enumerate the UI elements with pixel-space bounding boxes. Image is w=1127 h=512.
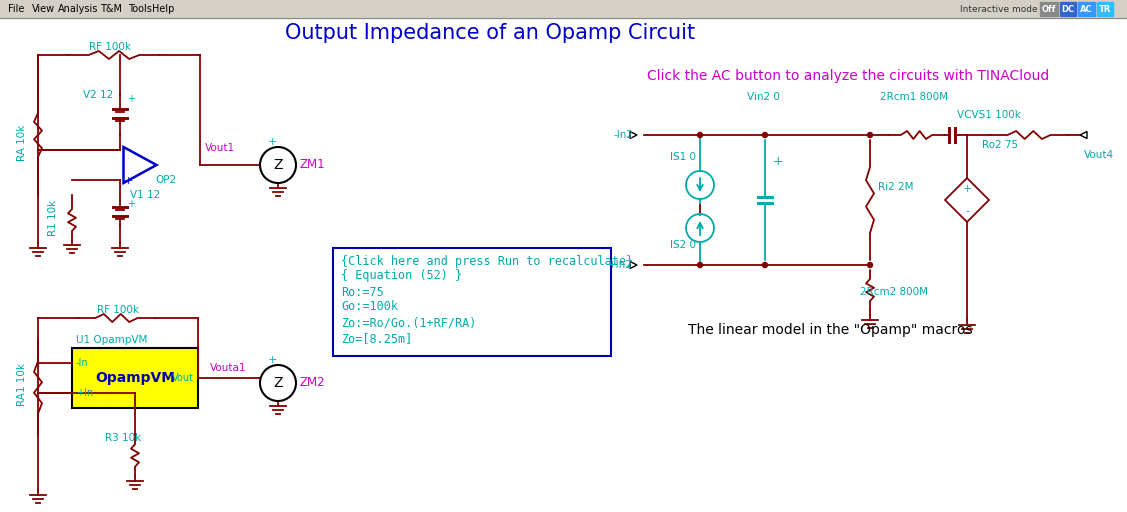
Text: Vout4: Vout4 bbox=[1084, 150, 1115, 160]
Text: +: + bbox=[123, 176, 133, 186]
Text: TR: TR bbox=[1099, 5, 1111, 13]
Text: +: + bbox=[773, 155, 783, 168]
Text: OP2: OP2 bbox=[156, 175, 176, 185]
Text: R1 10k: R1 10k bbox=[48, 200, 57, 236]
Bar bbox=[1040, 2, 1058, 16]
Polygon shape bbox=[630, 262, 637, 268]
Text: Vout1: Vout1 bbox=[205, 143, 236, 153]
Text: +: + bbox=[127, 94, 135, 104]
FancyBboxPatch shape bbox=[332, 248, 611, 356]
Text: Zo=[8.25m]: Zo=[8.25m] bbox=[341, 332, 412, 346]
Text: AC: AC bbox=[1080, 5, 1093, 13]
Polygon shape bbox=[630, 132, 637, 139]
Circle shape bbox=[260, 147, 296, 183]
Text: View: View bbox=[32, 4, 55, 14]
Text: RA 10k: RA 10k bbox=[17, 125, 27, 161]
Text: IS2 0: IS2 0 bbox=[669, 240, 696, 250]
Text: R3 10k: R3 10k bbox=[105, 433, 141, 443]
Text: V1 12: V1 12 bbox=[130, 190, 160, 200]
Text: Click the AC button to analyze the circuits with TINACloud: Click the AC button to analyze the circu… bbox=[647, 69, 1049, 83]
Circle shape bbox=[763, 133, 767, 138]
Bar bbox=[1061, 2, 1076, 16]
Text: Vin2 0: Vin2 0 bbox=[746, 92, 780, 102]
Text: Analysis: Analysis bbox=[57, 4, 98, 14]
Text: V2 12: V2 12 bbox=[83, 90, 113, 100]
Bar bbox=[1097, 2, 1113, 16]
Text: { Equation (52) }: { Equation (52) } bbox=[341, 269, 462, 283]
Text: T&M: T&M bbox=[100, 4, 122, 14]
Bar bbox=[1079, 2, 1095, 16]
Text: Ro2 75: Ro2 75 bbox=[982, 140, 1018, 150]
Text: The linear model in the "Opamp" macros: The linear model in the "Opamp" macros bbox=[687, 323, 973, 337]
Text: Interactive mode: Interactive mode bbox=[960, 5, 1038, 13]
Text: Output Impedance of an Opamp Circuit: Output Impedance of an Opamp Circuit bbox=[285, 23, 695, 43]
Text: Go:=100k: Go:=100k bbox=[341, 301, 398, 313]
Text: DC: DC bbox=[1062, 5, 1074, 13]
Text: -: - bbox=[965, 206, 969, 216]
Text: RF 100k: RF 100k bbox=[97, 305, 139, 315]
Text: VCVS1 100k: VCVS1 100k bbox=[957, 110, 1021, 120]
Circle shape bbox=[763, 263, 767, 267]
Text: {Click here and press Run to recalculate}: {Click here and press Run to recalculate… bbox=[341, 254, 633, 267]
Text: +In2: +In2 bbox=[609, 260, 633, 270]
Text: RA1 10k: RA1 10k bbox=[17, 364, 27, 407]
Circle shape bbox=[698, 133, 702, 138]
Text: RF 100k: RF 100k bbox=[89, 42, 131, 52]
Text: +: + bbox=[962, 184, 971, 194]
Text: 2Rcm2 800M: 2Rcm2 800M bbox=[860, 287, 928, 297]
Circle shape bbox=[698, 263, 702, 267]
Text: -In: -In bbox=[76, 358, 89, 368]
Text: Z: Z bbox=[273, 158, 283, 172]
Bar bbox=[0, 0, 1127, 18]
Text: File: File bbox=[8, 4, 25, 14]
Text: U1 OpampVM: U1 OpampVM bbox=[76, 335, 148, 345]
Text: +: + bbox=[127, 199, 135, 209]
Bar bbox=[72, 348, 198, 408]
Text: Ro:=75: Ro:=75 bbox=[341, 286, 384, 298]
Text: IS1 0: IS1 0 bbox=[669, 152, 696, 162]
Text: Zo:=Ro/Go.(1+RF/RA): Zo:=Ro/Go.(1+RF/RA) bbox=[341, 316, 477, 330]
Text: +: + bbox=[268, 137, 277, 147]
Text: +In: +In bbox=[76, 388, 94, 398]
Text: -: - bbox=[126, 144, 130, 154]
Text: 2Rcm1 800M: 2Rcm1 800M bbox=[880, 92, 948, 102]
Text: OpampVM: OpampVM bbox=[95, 371, 175, 385]
Text: -In2: -In2 bbox=[613, 130, 633, 140]
Circle shape bbox=[868, 263, 872, 267]
Text: Off: Off bbox=[1041, 5, 1056, 13]
Text: ZM2: ZM2 bbox=[300, 376, 326, 390]
Text: ZM1: ZM1 bbox=[300, 159, 326, 172]
Text: Help: Help bbox=[152, 4, 175, 14]
Polygon shape bbox=[1080, 132, 1088, 139]
Text: Vout: Vout bbox=[172, 373, 194, 383]
Text: Z: Z bbox=[273, 376, 283, 390]
Circle shape bbox=[260, 365, 296, 401]
Text: Ri2 2M: Ri2 2M bbox=[878, 182, 914, 192]
Circle shape bbox=[868, 133, 872, 138]
Text: +: + bbox=[268, 355, 277, 365]
Text: Tools: Tools bbox=[128, 4, 152, 14]
Text: Vouta1: Vouta1 bbox=[210, 363, 247, 373]
